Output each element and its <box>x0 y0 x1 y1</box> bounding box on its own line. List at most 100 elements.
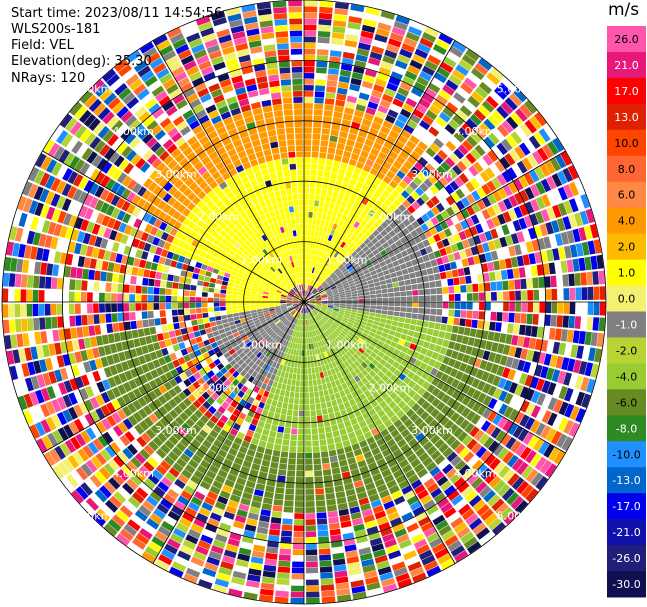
range-gate <box>333 230 339 238</box>
range-gate <box>487 150 499 163</box>
range-gate <box>458 447 470 459</box>
range-gate <box>351 337 358 344</box>
range-gate <box>430 302 437 308</box>
range-gate <box>337 384 344 392</box>
range-gate <box>410 150 421 161</box>
range-gate <box>296 464 304 471</box>
range-gate <box>154 279 161 287</box>
range-gate <box>310 175 317 182</box>
range-gate <box>448 294 455 301</box>
range-gate <box>379 443 389 452</box>
range-gate <box>369 308 376 313</box>
range-gate <box>305 519 316 526</box>
range-gate <box>572 330 580 344</box>
range-gate <box>360 503 372 512</box>
range-gate <box>304 169 310 176</box>
range-gate <box>498 403 509 416</box>
ray <box>103 302 304 537</box>
ray <box>304 302 580 437</box>
range-gate <box>394 265 401 272</box>
range-gate <box>329 50 342 58</box>
range-gate <box>435 38 450 50</box>
range-gate <box>180 490 193 501</box>
range-gate <box>154 531 169 543</box>
range-gate <box>307 362 311 368</box>
range-gate <box>368 386 376 394</box>
range-gate <box>304 85 314 91</box>
ray <box>304 40 467 302</box>
range-gate <box>432 44 447 56</box>
range-gate <box>560 260 568 273</box>
range-gate <box>316 55 328 62</box>
range-gate <box>348 197 356 205</box>
range-gate <box>490 363 499 374</box>
range-gate <box>414 417 424 427</box>
range-gate <box>349 127 359 135</box>
range-gate <box>383 328 390 334</box>
range-gate <box>377 245 385 253</box>
range-gate <box>491 291 497 301</box>
ray <box>304 302 586 423</box>
range-gate <box>315 372 321 380</box>
range-gate <box>348 500 359 509</box>
range-gate <box>15 318 22 333</box>
range-gate <box>359 211 367 219</box>
range-gate <box>304 145 312 152</box>
range-gate <box>553 399 563 413</box>
range-gate <box>337 350 343 358</box>
range-gate <box>340 370 347 377</box>
range-gate <box>455 370 464 381</box>
range-gate <box>352 423 361 431</box>
range-gate <box>249 506 260 515</box>
range-gate <box>450 439 461 451</box>
range-gate <box>334 379 341 386</box>
range-gate <box>51 316 58 329</box>
range-gate <box>270 517 282 524</box>
range-gate <box>149 270 157 279</box>
range-gate <box>534 338 543 351</box>
range-gate <box>208 287 215 293</box>
range-gate <box>376 516 389 526</box>
range-gate <box>568 214 578 229</box>
range-gate <box>386 283 393 289</box>
range-gate <box>532 351 540 363</box>
range-gate <box>309 279 313 285</box>
range-gate <box>361 361 368 369</box>
range-gate <box>392 160 403 170</box>
range-gate <box>410 229 419 238</box>
range-gate <box>305 284 307 291</box>
range-gate <box>220 289 227 294</box>
range-gate <box>265 365 272 372</box>
range-gate <box>308 306 313 311</box>
range-gate <box>380 10 396 20</box>
range-gate <box>296 374 301 380</box>
range-gate <box>493 260 501 271</box>
range-gate <box>334 298 340 301</box>
ray <box>304 302 539 503</box>
range-gate <box>209 444 220 454</box>
range-gate <box>160 498 173 510</box>
range-gate <box>426 209 435 219</box>
range-gate <box>380 314 388 319</box>
range-gate <box>304 302 310 303</box>
range-gate <box>420 269 428 276</box>
range-gate <box>418 156 428 167</box>
range-gate <box>453 521 468 534</box>
range-gate <box>212 480 223 490</box>
range-gate <box>255 393 263 401</box>
range-gate <box>323 266 329 273</box>
range-gate <box>329 349 334 356</box>
range-gate <box>247 396 255 404</box>
range-gate <box>329 282 335 287</box>
range-gate <box>552 204 562 218</box>
range-gate <box>371 45 385 55</box>
range-gate <box>284 372 289 379</box>
range-gate <box>244 365 251 373</box>
range-gate <box>344 326 351 332</box>
range-gate <box>492 375 501 387</box>
range-gate <box>334 352 340 359</box>
range-gate <box>411 427 421 437</box>
range-gate <box>379 166 389 175</box>
range-gate <box>238 503 250 512</box>
range-gate <box>304 6 318 13</box>
